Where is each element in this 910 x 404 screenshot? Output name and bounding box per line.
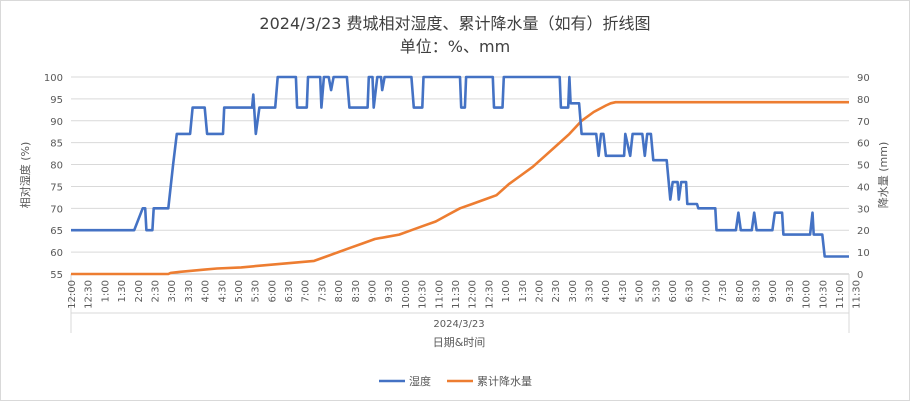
x-tick-label: 3:00 <box>568 280 579 302</box>
x-tick-label: 12:30 <box>84 280 95 309</box>
y-left-tick-label: 90 <box>50 117 63 128</box>
x-tick-label: 9:00 <box>368 280 379 302</box>
x-tick-label: 8:00 <box>334 280 345 302</box>
x-tick-label: 4:30 <box>217 280 228 302</box>
x-tick-label: 5:30 <box>651 280 662 302</box>
x-tick-label: 12:00 <box>67 280 78 309</box>
chart-title: 2024/3/23 费城相对湿度、累计降水量（如有）折线图 <box>259 14 650 33</box>
x-tick-label: 8:30 <box>752 280 763 302</box>
x-tick-label: 7:30 <box>718 280 729 302</box>
x-tick-label: 12:00 <box>468 280 479 309</box>
plot-area <box>71 75 849 276</box>
legend-label: 湿度 <box>409 374 431 388</box>
x-tick-label: 8:00 <box>735 280 746 302</box>
x-tick-label: 10:00 <box>401 280 412 309</box>
x-tick-label: 9:30 <box>785 280 796 302</box>
x-tick-label: 6:00 <box>267 280 278 302</box>
x-tick-label: 10:00 <box>802 280 813 309</box>
x-tick-label: 3:30 <box>585 280 596 302</box>
y-right-tick-label: 30 <box>857 204 870 215</box>
y-right-tick-label: 40 <box>857 182 870 193</box>
x-tick-label: 2:30 <box>150 280 161 302</box>
x-tick-label: 6:00 <box>668 280 679 302</box>
y-left-tick-label: 60 <box>50 248 63 259</box>
x-tick-label: 7:30 <box>317 280 328 302</box>
y-right-tick-label: 0 <box>857 270 863 281</box>
x-tick-label: 8:30 <box>351 280 362 302</box>
x-axis-title: 日期&时间 <box>433 336 486 349</box>
x-axis: 12:00 12:30 1:00 1:30 2:00 2:30 3:00 3:30 4:00 4:… <box>67 273 863 333</box>
y-left-tick-label: 65 <box>50 226 63 237</box>
x-tick-label: 10:30 <box>418 280 429 309</box>
y-axis-right-title: 降水量 (mm) <box>876 142 890 209</box>
x-tick-label: 5:00 <box>635 280 646 302</box>
y-left-tick-label: 85 <box>50 139 63 150</box>
y-right-tick-label: 90 <box>857 73 870 84</box>
legend-label: 累计降水量 <box>477 374 532 388</box>
x-tick-label: 5:30 <box>251 280 262 302</box>
x-tick-label: 4:30 <box>618 280 629 302</box>
x-tick-label: 9:30 <box>384 280 395 302</box>
x-tick-label: 5:00 <box>234 280 245 302</box>
x-tick-label: 6:30 <box>685 280 696 302</box>
x-tick-label: 6:30 <box>284 280 295 302</box>
y-left-tick-label: 70 <box>50 204 63 215</box>
y-right-tick-label: 20 <box>857 226 870 237</box>
x-date-label: 2024/3/23 <box>433 319 484 330</box>
x-tick-label: 4:00 <box>201 280 212 302</box>
x-tick-label: 11:00 <box>835 280 846 309</box>
y-right-tick-label: 60 <box>857 139 870 150</box>
series-line-humidity <box>71 75 849 258</box>
x-tick-label: 11:00 <box>434 280 445 309</box>
y-axis-left-title: 相对湿度 (%) <box>18 142 32 209</box>
x-tick-label: 4:00 <box>601 280 612 302</box>
x-tick-label: 1:00 <box>501 280 512 302</box>
x-tick-label: 9:00 <box>768 280 779 302</box>
x-tick-label: 11:30 <box>852 280 863 309</box>
y-left-tick-label: 75 <box>50 182 63 193</box>
x-tick-label: 10:30 <box>818 280 829 309</box>
x-tick-label: 7:00 <box>301 280 312 302</box>
legend: 湿度 累计降水量 <box>379 374 532 388</box>
x-tick-label: 3:30 <box>184 280 195 302</box>
y-left-tick-label: 55 <box>50 270 63 281</box>
y-left-tick-label: 100 <box>44 73 63 84</box>
x-tick-label: 1:00 <box>100 280 111 302</box>
y-right-tick-label: 70 <box>857 117 870 128</box>
y-right-tick-label: 80 <box>857 95 870 106</box>
x-tick-label: 2:00 <box>134 280 145 302</box>
x-tick-label: 7:00 <box>701 280 712 302</box>
chart-subtitle: 单位：%、mm <box>400 37 510 56</box>
y-axis-right: 0 10 20 30 40 50 60 70 80 90 <box>857 73 870 281</box>
y-right-tick-label: 50 <box>857 161 870 172</box>
x-tick-label: 1:30 <box>518 280 529 302</box>
series-line-rain <box>71 100 849 276</box>
x-tick-label: 2:30 <box>551 280 562 302</box>
x-tick-label: 3:00 <box>167 280 178 302</box>
y-axis-left: 55 60 65 70 75 80 85 90 95 100 <box>44 73 63 281</box>
x-tick-label: 1:30 <box>117 280 128 302</box>
x-tick-label: 12:30 <box>484 280 495 309</box>
y-left-tick-label: 95 <box>50 95 63 106</box>
y-left-tick-label: 80 <box>50 161 63 172</box>
x-tick-label: 2:00 <box>534 280 545 302</box>
x-tick-label: 11:30 <box>451 280 462 309</box>
y-right-tick-label: 10 <box>857 248 870 259</box>
